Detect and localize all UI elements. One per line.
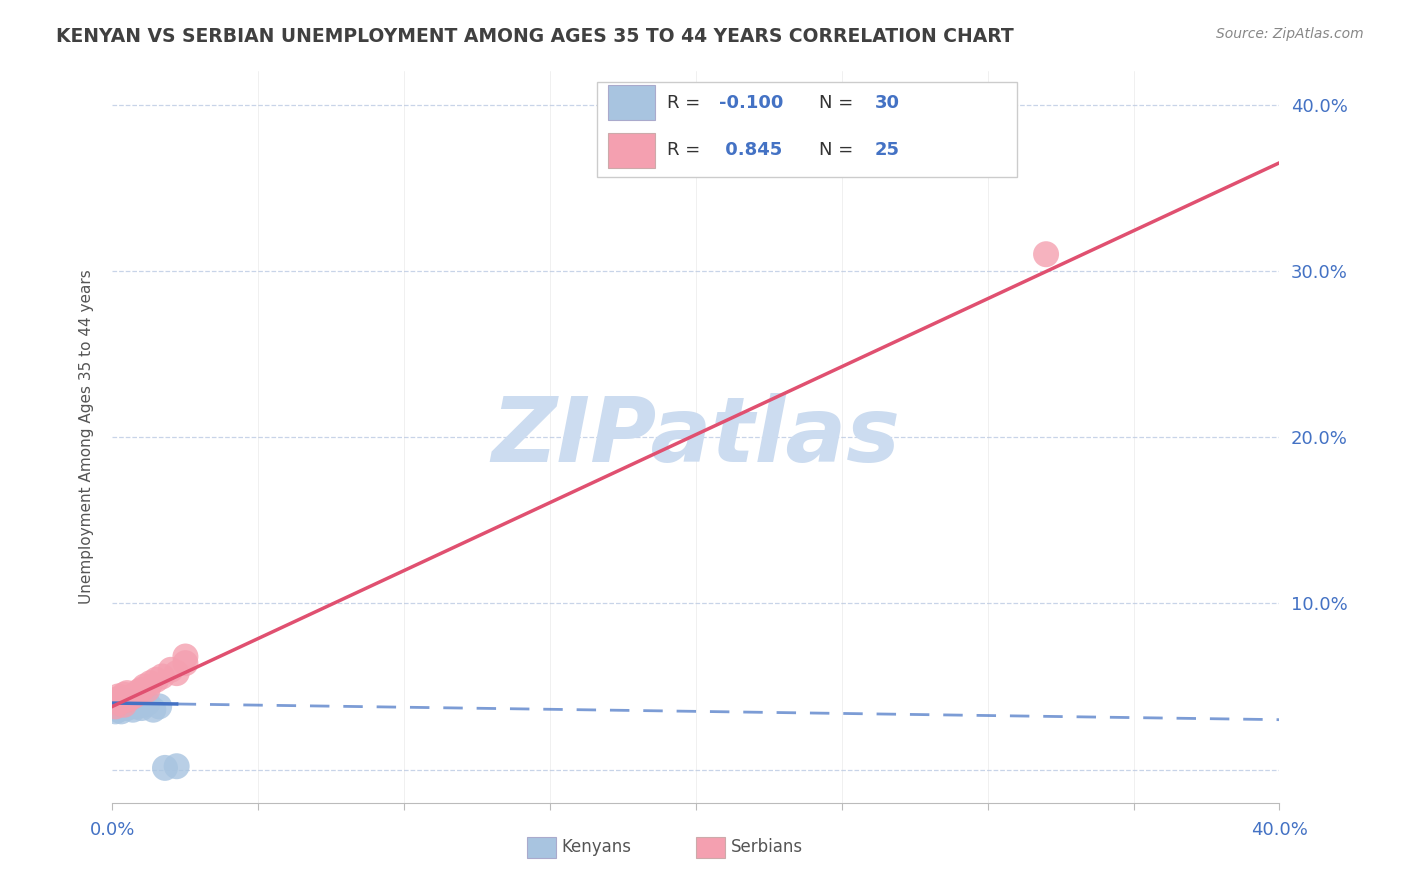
Point xyxy=(128,696,150,710)
Text: KENYAN VS SERBIAN UNEMPLOYMENT AMONG AGES 35 TO 44 YEARS CORRELATION CHART: KENYAN VS SERBIAN UNEMPLOYMENT AMONG AGE… xyxy=(56,27,1014,45)
Point xyxy=(153,761,176,775)
Text: Kenyans: Kenyans xyxy=(562,838,631,856)
Text: 25: 25 xyxy=(875,141,900,159)
Point xyxy=(131,701,153,715)
Point xyxy=(107,698,129,712)
Text: 30: 30 xyxy=(875,94,900,112)
Point xyxy=(136,696,159,710)
Point xyxy=(104,692,127,706)
Point xyxy=(1035,247,1057,261)
Point xyxy=(104,705,127,719)
Point xyxy=(125,699,148,714)
Point xyxy=(107,690,129,704)
Point xyxy=(145,673,167,687)
Point xyxy=(118,691,141,706)
Point xyxy=(150,669,173,683)
Point xyxy=(118,699,141,714)
Text: 0.845: 0.845 xyxy=(720,141,783,159)
Point xyxy=(174,656,197,670)
Point xyxy=(122,698,145,712)
Text: N =: N = xyxy=(818,94,859,112)
Point xyxy=(160,663,183,677)
Point xyxy=(128,684,150,698)
Point xyxy=(115,701,138,715)
Point xyxy=(104,699,127,714)
Point xyxy=(134,698,156,712)
Point xyxy=(125,688,148,702)
Point xyxy=(110,694,132,708)
Point xyxy=(112,688,135,702)
Point xyxy=(122,690,145,704)
Point xyxy=(110,699,132,714)
Point xyxy=(112,698,135,712)
Point xyxy=(107,694,129,708)
FancyBboxPatch shape xyxy=(527,838,555,858)
Point xyxy=(107,703,129,717)
Point xyxy=(115,686,138,700)
Point xyxy=(115,698,138,712)
Point xyxy=(174,649,197,664)
FancyBboxPatch shape xyxy=(609,133,655,168)
Text: Serbians: Serbians xyxy=(731,838,803,856)
Point xyxy=(110,692,132,706)
FancyBboxPatch shape xyxy=(609,85,655,120)
Point xyxy=(134,680,156,694)
Point xyxy=(110,696,132,710)
FancyBboxPatch shape xyxy=(596,82,1017,178)
Point xyxy=(104,696,127,710)
Point xyxy=(110,691,132,706)
Text: Source: ZipAtlas.com: Source: ZipAtlas.com xyxy=(1216,27,1364,41)
Point xyxy=(104,699,127,714)
Point xyxy=(148,699,170,714)
Point xyxy=(139,676,162,690)
Point xyxy=(115,694,138,708)
Point xyxy=(136,682,159,697)
FancyBboxPatch shape xyxy=(696,838,725,858)
Text: R =: R = xyxy=(666,94,706,112)
Point xyxy=(110,705,132,719)
Point xyxy=(131,682,153,697)
Point xyxy=(112,699,135,714)
Point xyxy=(115,692,138,706)
Text: -0.100: -0.100 xyxy=(720,94,783,112)
Point xyxy=(107,696,129,710)
Point xyxy=(112,701,135,715)
Point xyxy=(104,701,127,715)
Point xyxy=(166,759,188,773)
Y-axis label: Unemployment Among Ages 35 to 44 years: Unemployment Among Ages 35 to 44 years xyxy=(79,269,94,605)
Point xyxy=(122,703,145,717)
Point xyxy=(166,666,188,681)
Point xyxy=(118,696,141,710)
Text: R =: R = xyxy=(666,141,706,159)
Point xyxy=(112,696,135,710)
Text: ZIPatlas: ZIPatlas xyxy=(492,393,900,481)
Point xyxy=(142,703,165,717)
Text: N =: N = xyxy=(818,141,859,159)
